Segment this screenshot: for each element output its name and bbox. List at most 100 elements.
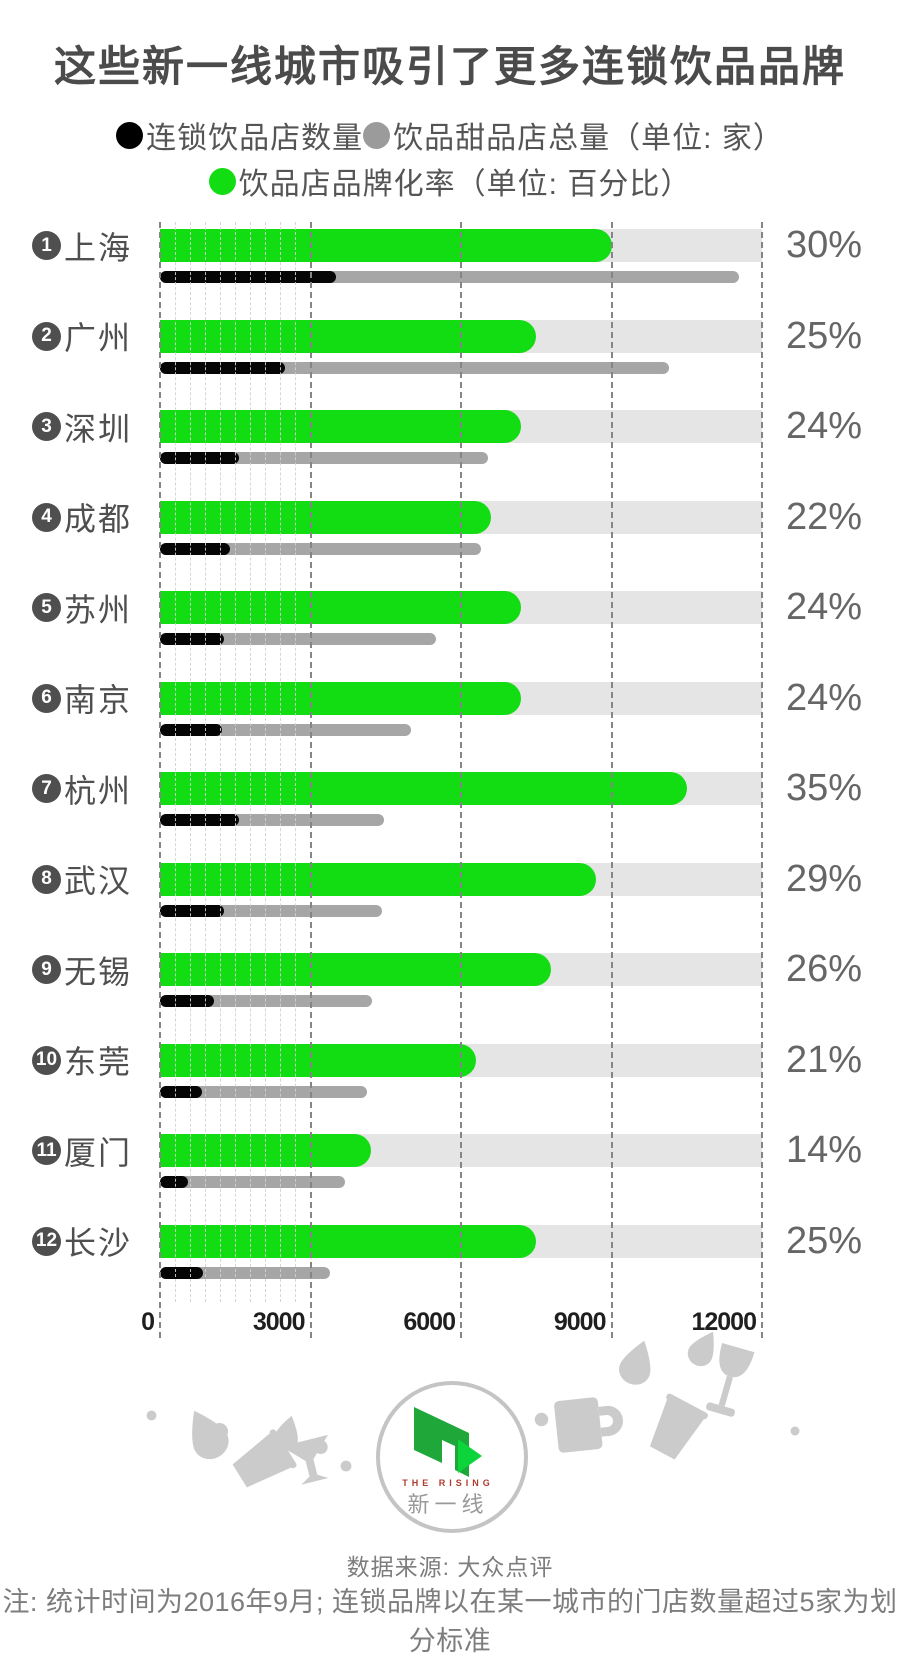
city-name: 上海 (64, 229, 133, 266)
brand-rate-bar (160, 1043, 477, 1077)
row-label: 12 长沙 (32, 1225, 132, 1261)
percent-label: 24% (786, 676, 863, 719)
decor-dot-icon (210, 1422, 229, 1441)
gridline-major (610, 222, 613, 1338)
gridline-minor (265, 222, 267, 1302)
legend-line-1: 连锁饮品店数量 饮品甜品店总量（单位: 家） (0, 113, 900, 157)
percent-label: 21% (786, 1038, 863, 1081)
decor-droplet-icon (682, 1324, 726, 1372)
decor-dot-icon (790, 1426, 800, 1436)
city-name: 武汉 (64, 863, 133, 899)
city-name: 广州 (64, 320, 133, 356)
gridline-major (460, 222, 462, 1338)
percent-label: 14% (786, 1129, 863, 1171)
legend-dot-icon (208, 167, 236, 195)
city-name: 成都 (64, 501, 133, 537)
city-name: 长沙 (64, 1225, 133, 1261)
legend-item: 饮品店品牌化率（单位: 百分比） (208, 159, 692, 203)
row-label: 10 东莞 (32, 1044, 132, 1080)
row-label: 7 杭州 (32, 772, 132, 809)
legend-dot-icon (116, 121, 144, 149)
chain-stores-bar (160, 995, 215, 1007)
brand-rate-bar (160, 681, 522, 715)
brand-rate-bar (160, 862, 597, 896)
page-title: 这些新一线城市吸引了更多连锁饮品品牌 (53, 43, 846, 90)
logo-wordmark-zh: 新一线 (407, 1492, 489, 1517)
legend-item-label: 饮品店品牌化率（单位: 百分比） (238, 168, 692, 201)
x-tick-label: 12000 (691, 1308, 757, 1336)
row-label: 4 成都 (32, 501, 132, 537)
x-tick-label: 3000 (252, 1308, 306, 1336)
decor-mug-icon (548, 1382, 627, 1461)
row-label: 1 上海 (32, 229, 132, 266)
decor-droplet-icon (614, 1334, 662, 1390)
chain-stores-bar (160, 1085, 202, 1098)
decor-dot-icon (340, 1460, 352, 1472)
total-stores-bar (160, 542, 482, 555)
row-label: 9 无锡 (32, 953, 132, 990)
row-label: 5 苏州 (32, 591, 132, 628)
rank-badge: 8 (32, 864, 61, 894)
city-name: 东莞 (64, 1044, 133, 1080)
brand-rate-bar (160, 1224, 537, 1258)
total-stores-bar (160, 1176, 346, 1188)
city-name: 无锡 (64, 953, 133, 990)
chain-stores-bar (160, 271, 336, 283)
rank-badge: 3 (32, 412, 61, 441)
row-label: 2 广州 (32, 320, 132, 356)
chain-stores-bar (160, 361, 286, 374)
rank-badge: 11 (32, 1136, 61, 1165)
row-label: 8 武汉 (32, 863, 132, 899)
chain-stores-bar (160, 633, 225, 645)
rank-badge: 9 (32, 955, 61, 984)
percent-label: 24% (786, 586, 863, 628)
gridline-major (309, 222, 312, 1338)
percent-label: 26% (786, 948, 863, 990)
chain-stores-bar (160, 814, 239, 826)
rising-lab-logo-circle (376, 1381, 528, 1533)
percent-label: 35% (786, 767, 863, 809)
legend-item: 饮品甜品店总量（单位: 家） (363, 113, 784, 157)
legend-item-label: 饮品甜品店总量（单位: 家） (393, 122, 784, 155)
city-name: 南京 (64, 682, 133, 718)
gridline-minor (235, 222, 237, 1302)
brand-rate-bar (160, 229, 612, 262)
row-label: 3 深圳 (32, 410, 132, 447)
decor-dot-icon (534, 1412, 549, 1427)
legend-item-label: 连锁饮品店数量 (146, 122, 364, 155)
gridline-minor (220, 222, 222, 1302)
percent-label: 25% (786, 1219, 863, 1262)
total-stores-bar (160, 1085, 367, 1098)
total-stores-bar (160, 723, 411, 736)
x-tick-label: 0 (141, 1308, 155, 1336)
brand-rate-bar (160, 772, 687, 805)
total-stores-bar (160, 633, 437, 645)
gridline-minor (295, 222, 297, 1302)
decor-wine-icon (699, 1340, 759, 1421)
row-label: 6 南京 (32, 682, 132, 718)
legend-dot-icon (363, 121, 391, 149)
chain-stores-bar (160, 904, 225, 917)
rank-badge: 5 (32, 593, 61, 622)
decor-martini-icon (279, 1432, 341, 1491)
gridline-minor (190, 222, 192, 1302)
brand-rate-bar (160, 410, 522, 443)
rank-badge: 1 (32, 231, 61, 260)
rank-badge: 2 (32, 321, 61, 351)
brand-rate-bar (160, 591, 522, 624)
city-name: 厦门 (64, 1134, 133, 1171)
rank-badge: 6 (32, 683, 61, 713)
decor-droplet-icon (270, 1411, 305, 1453)
percent-label: 29% (786, 857, 863, 900)
percent-label: 22% (786, 495, 863, 538)
gridline-minor (280, 222, 282, 1302)
x-tick-label: 6000 (403, 1308, 456, 1336)
brand-rate-bar (160, 319, 537, 353)
percent-label: 25% (786, 314, 863, 357)
x-tick-label: 9000 (553, 1308, 607, 1336)
legend-line-2: 饮品店品牌化率（单位: 百分比） (0, 159, 900, 203)
gridline-major (761, 222, 763, 1338)
gridline-major (159, 222, 161, 1338)
decor-droplet-icon (176, 1400, 237, 1466)
